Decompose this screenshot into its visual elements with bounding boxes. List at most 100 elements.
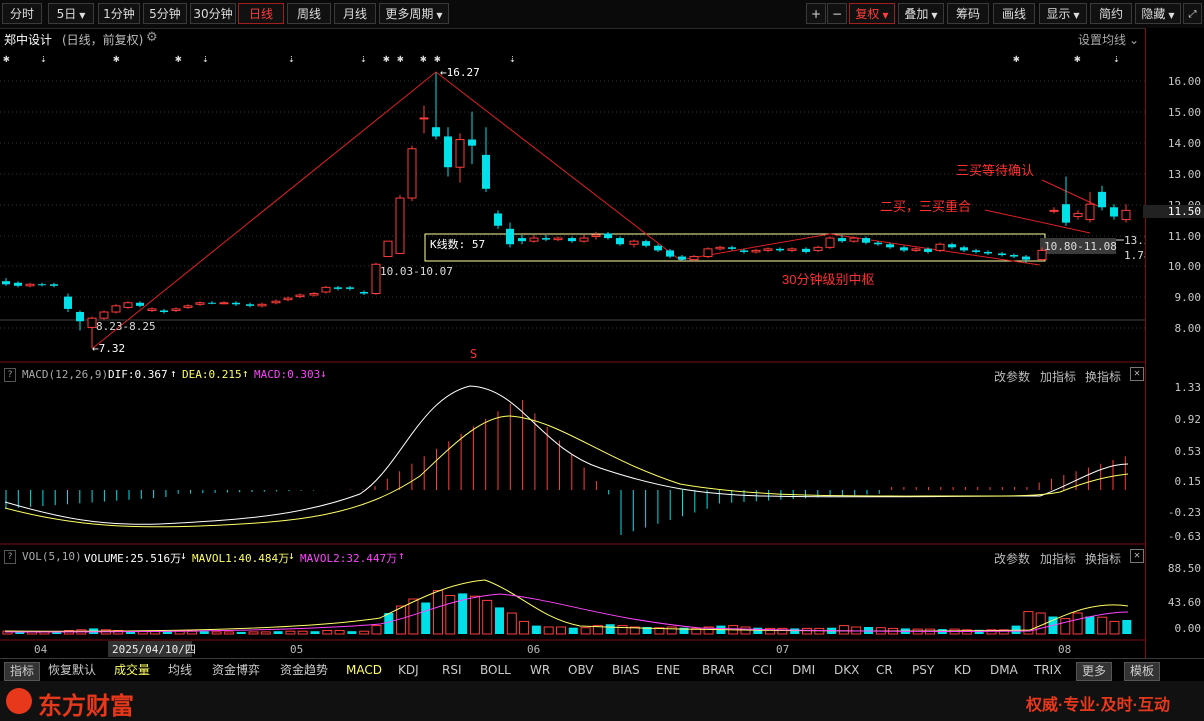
- candle-body: [1062, 204, 1070, 223]
- zone-val-up: 13.2: [1124, 234, 1145, 247]
- tab-17[interactable]: DKX: [834, 663, 860, 677]
- tab-3[interactable]: 均线: [168, 663, 193, 677]
- svg-text:2025/04/10/四: 2025/04/10/四: [112, 643, 196, 656]
- current-price-badge: 11.50: [1143, 205, 1204, 218]
- fuquan-button[interactable]: 复权 ▼: [849, 3, 895, 24]
- tab-12[interactable]: BIAS: [612, 663, 640, 677]
- period-daily[interactable]: 日线: [238, 3, 284, 24]
- gear-icon[interactable]: ⚙: [146, 30, 158, 45]
- footer-bar: 东方财富 权威·专业·及时·互动: [0, 681, 1204, 721]
- third-buy-pending-label: 三买等待确认: [956, 163, 1034, 178]
- period-5day[interactable]: 5日 ▼: [48, 3, 94, 24]
- tab-23[interactable]: 更多: [1076, 662, 1113, 681]
- tab-4[interactable]: 资金博弈: [212, 663, 261, 677]
- chips-button[interactable]: 筹码: [947, 3, 989, 24]
- volume-bar: [113, 630, 124, 635]
- volume-bar: [654, 627, 665, 635]
- macd-swap-indicator[interactable]: 换指标: [1085, 370, 1122, 384]
- candle-body: [1073, 212, 1083, 218]
- expand-icon[interactable]: ⤢: [1183, 3, 1202, 24]
- tab-16[interactable]: DMI: [792, 663, 816, 677]
- vol-swap-indicator[interactable]: 换指标: [1085, 552, 1122, 566]
- tab-14[interactable]: BRAR: [702, 663, 735, 677]
- macd-change-params[interactable]: 改参数: [994, 370, 1031, 384]
- tab-18[interactable]: CR: [876, 663, 893, 677]
- volume-bar: [322, 630, 333, 635]
- tab-6[interactable]: MACD: [346, 663, 382, 677]
- volume-bar: [260, 631, 271, 635]
- display-button[interactable]: 显示 ▼: [1039, 3, 1087, 24]
- candle-body: [444, 136, 452, 168]
- period-30min[interactable]: 30分钟: [190, 3, 236, 24]
- volume-bar: [679, 627, 689, 634]
- candle-body: [183, 305, 193, 308]
- vol-change-params[interactable]: 改参数: [994, 552, 1031, 566]
- macd-macd: MACD:0.303: [254, 368, 321, 381]
- tab-21[interactable]: DMA: [990, 663, 1018, 677]
- macd-header: ? MACD(12,26,9) DIF:0.367 ↑ DEA:0.215 ↑ …: [0, 366, 1145, 384]
- vol-add-indicator[interactable]: 加指标: [1040, 552, 1077, 566]
- tab-9[interactable]: BOLL: [480, 663, 511, 677]
- candle-body: [257, 303, 267, 307]
- tab-8[interactable]: RSI: [442, 663, 462, 677]
- dif-line: [4, 385, 1129, 525]
- kline-chart[interactable]: ✱ ⇣ ✱ ✱ ⇣ ⇣ ⇣ ✱ ✱ ✱ ✱ ⇣ ✱ ✱ ⇣ K线数: 57 10.80-11.08 1…: [0, 28, 1145, 658]
- arrow-up-icon: ↑: [242, 367, 249, 380]
- period-weekly[interactable]: 周线: [287, 3, 331, 24]
- arrow-down-icon: ↓: [180, 549, 187, 562]
- tab-15[interactable]: CCI: [752, 663, 773, 677]
- volume-bar: [421, 602, 431, 634]
- ma-settings-link[interactable]: 设置均线 ⌄: [1078, 31, 1139, 48]
- tab-1[interactable]: 恢复默认: [48, 663, 97, 677]
- overlay-button[interactable]: 叠加 ▼: [898, 3, 944, 24]
- candle-body: [972, 250, 980, 252]
- brand-logo-icon: [6, 688, 32, 714]
- candle-body: [751, 249, 761, 253]
- candle-body: [494, 213, 502, 226]
- price-tick: 9.00: [1174, 291, 1202, 304]
- tab-7[interactable]: KDJ: [398, 663, 419, 677]
- help-icon[interactable]: ?: [4, 550, 16, 564]
- chart-mode: (日线，前复权): [62, 33, 144, 47]
- tab-0[interactable]: 指标: [4, 662, 41, 681]
- volume-bar: [384, 613, 394, 634]
- period-1min[interactable]: 1分钟: [98, 3, 140, 24]
- draw-button[interactable]: 画线: [993, 3, 1035, 24]
- tab-5[interactable]: 资金趋势: [280, 663, 329, 677]
- candle-body: [87, 317, 97, 328]
- tab-11[interactable]: OBV: [568, 663, 594, 677]
- hide-button[interactable]: 隐藏 ▼: [1135, 3, 1181, 24]
- macd-tick: 0.15: [1174, 475, 1202, 488]
- tab-2[interactable]: 成交量: [114, 663, 151, 677]
- macd-add-indicator[interactable]: 加指标: [1040, 370, 1077, 384]
- stock-name[interactable]: 郑中设计: [4, 33, 53, 47]
- help-icon[interactable]: ?: [4, 368, 16, 382]
- display-label: 显示: [1046, 7, 1071, 21]
- svg-text:✱: ✱: [1013, 52, 1020, 65]
- tab-20[interactable]: KD: [954, 663, 972, 677]
- volume-bar: [568, 627, 578, 634]
- candle-body: [271, 300, 281, 304]
- period-more[interactable]: 更多周期 ▼: [379, 3, 449, 24]
- macd-tick: 0.53: [1174, 445, 1202, 458]
- price-tick: 14.00: [1167, 137, 1201, 150]
- tab-10[interactable]: WR: [530, 663, 551, 677]
- close-icon[interactable]: ✕: [1130, 549, 1144, 563]
- zoom-out-button[interactable]: −: [827, 3, 847, 24]
- zoom-in-button[interactable]: +: [806, 3, 826, 24]
- period-fenshi[interactable]: 分时: [2, 3, 42, 24]
- tab-22[interactable]: TRIX: [1034, 663, 1062, 677]
- close-icon[interactable]: ✕: [1130, 367, 1144, 381]
- period-monthly[interactable]: 月线: [334, 3, 376, 24]
- tab-19[interactable]: PSY: [912, 663, 935, 677]
- price-tick: 8.00: [1174, 322, 1202, 335]
- candle-body: [160, 310, 168, 312]
- tab-24[interactable]: 模板: [1124, 662, 1161, 681]
- period-5min[interactable]: 5分钟: [143, 3, 187, 24]
- volume-bar: [199, 631, 209, 634]
- candle-body: [432, 127, 440, 137]
- simple-button[interactable]: 简约: [1090, 3, 1132, 24]
- volume-bar: [777, 627, 788, 635]
- volume-bar: [617, 625, 628, 635]
- tab-13[interactable]: ENE: [656, 663, 681, 677]
